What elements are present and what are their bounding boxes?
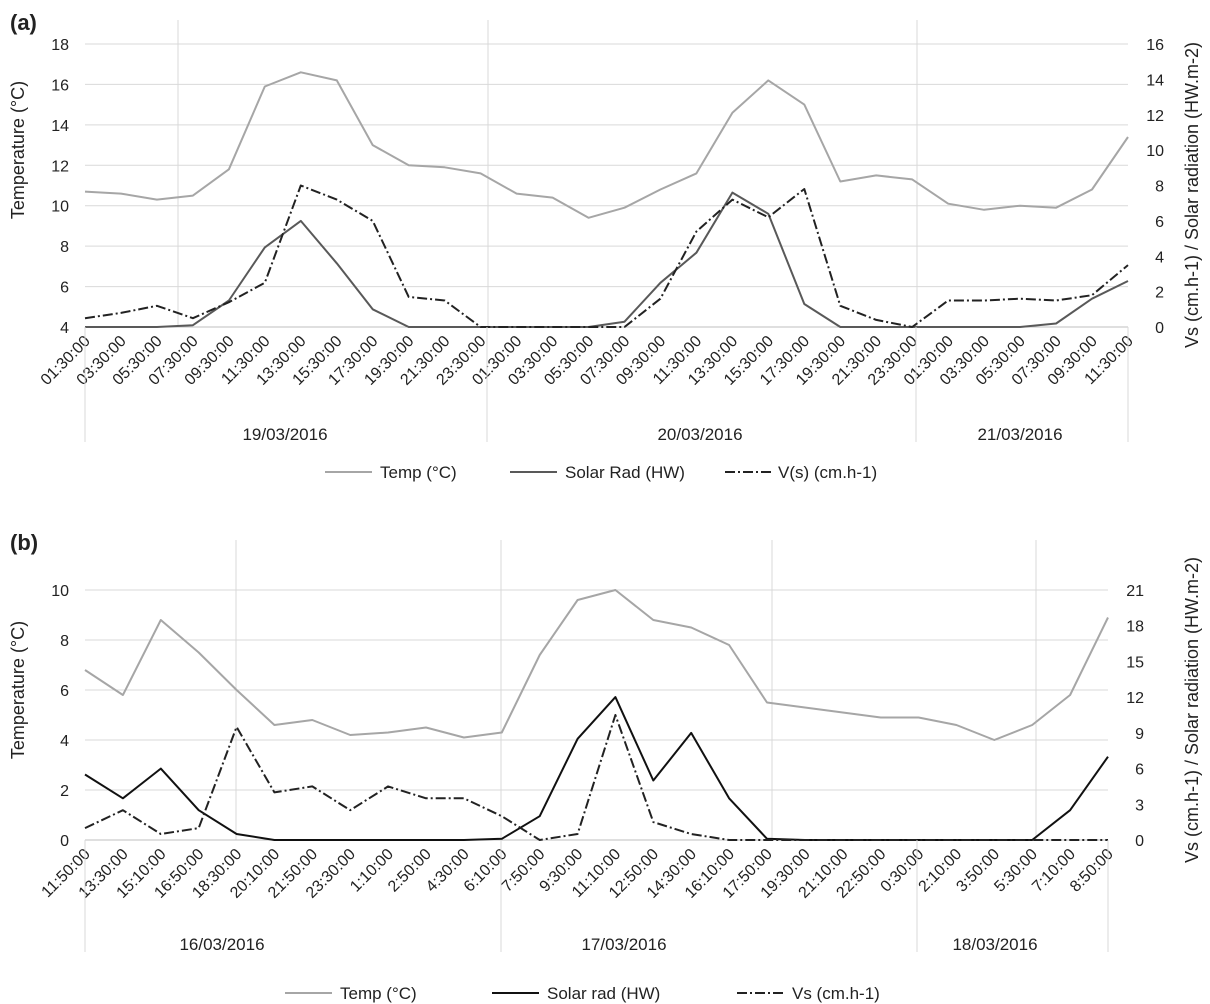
series-line-1	[84, 696, 1109, 841]
right-tick-label: 6	[1155, 214, 1164, 231]
series-line-2	[84, 184, 1129, 328]
series-line-0	[84, 71, 1129, 219]
panel-b-left-axis-ticks: 0 2 4 6 8 10	[51, 583, 69, 850]
right-tick-label: 12	[1146, 108, 1164, 125]
left-tick-label: 4	[60, 320, 69, 337]
panel-a-legend: Temp (°C) Solar Rad (HW) V(s) (cm.h-1)	[325, 463, 877, 482]
panel-b-legend: Temp (°C) Solar rad (HW) Vs (cm.h-1)	[285, 984, 880, 1003]
left-tick-label: 6	[60, 683, 69, 700]
panel-label-a: (a)	[10, 10, 37, 35]
right-tick-label: 14	[1146, 72, 1164, 89]
panel-label-b: (b)	[10, 530, 38, 555]
left-tick-label: 10	[51, 199, 69, 216]
left-tick-label: 8	[60, 633, 69, 650]
series-line-0	[84, 589, 1109, 741]
panel-b-gridlines	[85, 540, 1108, 841]
panel-a: (a) 4 6 8 10 12 14 16 18 0 2 4 6 8 10 12 14 16 Temperat…	[8, 10, 1202, 482]
legend-label-vs: V(s) (cm.h-1)	[778, 463, 877, 482]
right-tick-label: 12	[1126, 690, 1144, 707]
left-tick-label: 12	[51, 158, 69, 175]
panel-a-date-1: 19/03/2016	[242, 425, 327, 444]
panel-b-date-separators	[84, 840, 1109, 952]
left-tick-label: 16	[51, 77, 69, 94]
left-tick-label: 4	[60, 733, 69, 750]
left-tick-label: 8	[60, 239, 69, 256]
legend-label-temp-b: Temp (°C)	[340, 984, 417, 1003]
panel-a-date-3: 21/03/2016	[977, 425, 1062, 444]
right-tick-label: 18	[1126, 619, 1144, 636]
right-tick-label: 10	[1146, 143, 1164, 160]
panel-a-series	[84, 71, 1129, 328]
legend-label-temp: Temp (°C)	[380, 463, 457, 482]
panel-b-x-tick-labels: 11:50:0013:30:0015:10:0016:50:0018:30:00…	[39, 846, 1117, 902]
series-line-2	[84, 714, 1108, 841]
right-tick-label: 15	[1126, 654, 1144, 671]
panel-a-x-tick-labels: 01:30:0003:30:0005:30:0007:30:0009:30:00…	[38, 333, 1137, 389]
panel-b-date-1: 16/03/2016	[179, 935, 264, 954]
panel-b: (b) 0 2 4 6 8 10 0 3 6 9 12 15 18 21 Temperature (°C…	[8, 530, 1202, 1003]
panel-a-left-axis-title: Temperature (°C)	[8, 81, 28, 219]
x-tick-label: 8:50:00	[1067, 846, 1117, 896]
right-tick-label: 3	[1135, 797, 1144, 814]
panel-a-right-axis-ticks: 0 2 4 6 8 10 12 14 16	[1146, 37, 1164, 337]
legend-label-vs-b: Vs (cm.h-1)	[792, 984, 880, 1003]
left-tick-label: 10	[51, 583, 69, 600]
right-tick-label: 2	[1155, 285, 1164, 302]
left-tick-label: 14	[51, 118, 69, 135]
legend-label-solar: Solar Rad (HW)	[565, 463, 685, 482]
right-tick-label: 0	[1135, 833, 1144, 850]
right-tick-label: 8	[1155, 179, 1164, 196]
left-tick-label: 18	[51, 37, 69, 54]
right-tick-label: 4	[1155, 249, 1164, 266]
panel-b-right-axis-ticks: 0 3 6 9 12 15 18 21	[1126, 583, 1144, 850]
right-tick-label: 21	[1126, 583, 1144, 600]
panel-a-date-separators	[84, 327, 1129, 442]
right-tick-label: 0	[1155, 320, 1164, 337]
series-line-1	[85, 191, 1129, 328]
panel-a-date-2: 20/03/2016	[657, 425, 742, 444]
right-tick-label: 16	[1146, 37, 1164, 54]
right-tick-label: 9	[1135, 726, 1144, 743]
panel-b-series	[84, 589, 1109, 841]
panel-b-left-axis-title: Temperature (°C)	[8, 621, 28, 759]
left-tick-label: 6	[60, 280, 69, 297]
panel-b-date-3: 18/03/2016	[952, 935, 1037, 954]
panel-a-left-axis-ticks: 4 6 8 10 12 14 16 18	[51, 37, 69, 337]
panel-b-right-axis-title: Vs (cm.h-1) / Solar radiation (HW.m-2)	[1182, 557, 1202, 863]
left-tick-label: 2	[60, 783, 69, 800]
legend-label-solar-b: Solar rad (HW)	[547, 984, 660, 1003]
panel-a-right-axis-title: Vs (cm.h-1) / Solar radiation (HW.m-2)	[1182, 42, 1202, 348]
panel-b-date-2: 17/03/2016	[581, 935, 666, 954]
right-tick-label: 6	[1135, 762, 1144, 779]
left-tick-label: 0	[60, 833, 69, 850]
